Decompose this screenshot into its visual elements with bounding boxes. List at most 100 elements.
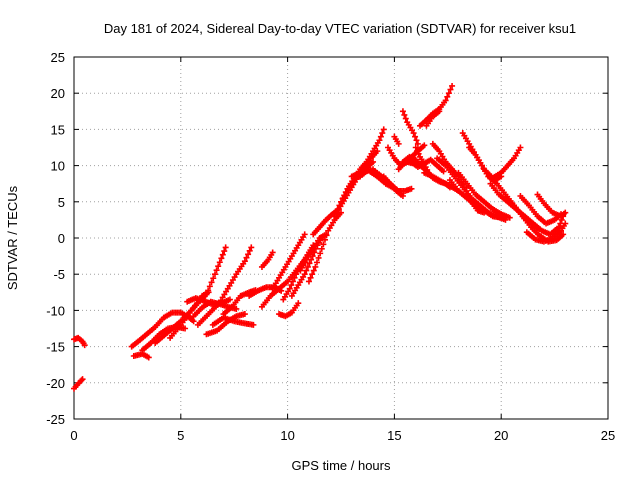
data-point: [395, 140, 402, 147]
data-point: [215, 263, 222, 270]
data-point: [304, 263, 311, 270]
data-point: [412, 133, 419, 140]
data-point: [218, 255, 225, 262]
data-point: [310, 267, 317, 274]
series-arc-38: [423, 108, 443, 129]
x-tick-label: 0: [70, 428, 77, 443]
series-arc-46: [481, 144, 524, 181]
data-point: [449, 82, 456, 89]
data-point: [320, 241, 327, 248]
series-arc-12: [209, 314, 257, 328]
series-arc-13: [220, 287, 259, 318]
data-point: [221, 248, 228, 255]
data-point: [301, 231, 308, 238]
data-point: [414, 147, 421, 154]
y-tick-label: 5: [58, 195, 65, 210]
data-point: [182, 325, 189, 332]
chart-title: Day 181 of 2024, Sidereal Day-to-day VTE…: [104, 21, 576, 36]
series-arc-20: [288, 235, 325, 299]
data-point: [321, 236, 328, 243]
data-point: [555, 224, 562, 231]
series-arc-39: [399, 108, 421, 147]
y-tick-label: -10: [46, 303, 65, 318]
data-point: [291, 274, 298, 281]
data-point: [208, 279, 215, 286]
data-point: [315, 254, 322, 261]
y-tick-label: 0: [58, 231, 65, 246]
data-point: [211, 271, 218, 278]
data-point: [216, 259, 223, 266]
data-point: [246, 247, 253, 254]
series-arc-3: [128, 309, 197, 350]
series-arc-48: [502, 195, 567, 245]
data-point: [370, 158, 377, 165]
series-arc-7: [167, 289, 212, 341]
data-point: [413, 137, 420, 144]
data-point: [286, 285, 293, 292]
data-point: [210, 275, 217, 282]
data-point: [379, 130, 386, 137]
data-point: [233, 305, 240, 312]
data-point: [213, 267, 220, 274]
y-tick-label: -25: [46, 412, 65, 427]
data-point: [241, 258, 248, 265]
data-point: [206, 283, 213, 290]
data-point: [421, 142, 428, 149]
data-point: [440, 168, 447, 175]
y-axis: -25 -20 -15 -10 -5 0 5 10 15 20 25: [46, 50, 608, 427]
data-point: [334, 206, 341, 213]
data-point: [336, 202, 343, 209]
x-tick-label: 25: [601, 428, 615, 443]
data-point: [222, 244, 229, 251]
data-point: [558, 211, 565, 218]
data-point: [560, 231, 567, 238]
data-point: [303, 267, 310, 274]
y-tick-label: 15: [51, 122, 65, 137]
data-point: [376, 137, 383, 144]
data-point: [562, 220, 569, 227]
data-point: [399, 193, 406, 200]
data-point: [436, 108, 443, 115]
x-tick-label: 10: [280, 428, 294, 443]
data-point: [288, 282, 295, 289]
data-point: [241, 311, 248, 318]
series-arc-17: [269, 231, 308, 292]
x-axis: 0 5 10 15 20 25: [70, 57, 615, 443]
data-point: [250, 321, 257, 328]
series-arc-2: [71, 376, 86, 392]
data-point: [289, 278, 296, 285]
data-point: [331, 213, 338, 220]
data-point: [444, 93, 451, 100]
data-point: [333, 209, 340, 216]
data-point: [205, 289, 212, 296]
y-tick-label: -5: [53, 267, 65, 282]
data-point: [317, 250, 324, 257]
data-point: [301, 271, 308, 278]
x-tick-label: 5: [177, 428, 184, 443]
data-point: [338, 198, 344, 205]
series-arc-18: [276, 300, 302, 320]
series-arc-49: [523, 220, 569, 245]
series-arc-1: [71, 334, 88, 349]
data-point: [380, 126, 387, 133]
data-point: [145, 354, 152, 361]
data-point: [219, 251, 226, 258]
y-tick-label: -20: [46, 376, 65, 391]
data-point: [401, 111, 408, 118]
data-point: [243, 254, 250, 261]
data-point: [79, 376, 86, 383]
grid: [74, 57, 608, 419]
series-arc-29: [380, 173, 406, 200]
y-axis-label: SDTVAR / TECUs: [5, 185, 20, 290]
data-point: [318, 245, 325, 252]
series-arc-22: [305, 209, 344, 285]
data-point: [445, 90, 452, 97]
data-point: [517, 144, 524, 151]
data-point: [269, 249, 276, 256]
data-point: [412, 144, 419, 151]
data-point: [226, 296, 233, 303]
data-point: [309, 271, 316, 278]
data-point: [506, 214, 513, 221]
data-point: [323, 232, 330, 239]
